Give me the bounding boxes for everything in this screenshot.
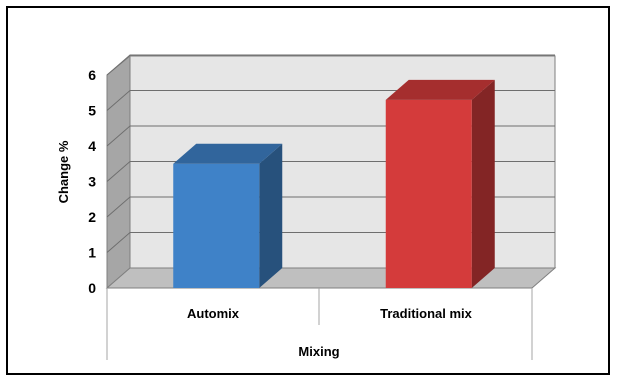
y-axis-label: Change % <box>56 140 71 203</box>
y-tick-label: 6 <box>88 67 96 83</box>
y-tick-label: 2 <box>88 209 96 225</box>
bar-top <box>173 143 283 164</box>
x-tick-label: Traditional mix <box>380 306 473 321</box>
y-tick-label: 5 <box>88 103 96 119</box>
bar-0 <box>173 143 283 288</box>
bar-1 <box>385 79 495 288</box>
bar-side <box>471 79 495 288</box>
bar-front <box>173 163 260 288</box>
bars <box>173 79 495 288</box>
y-axis-ticks: 0 1 2 3 4 5 6 <box>88 67 96 296</box>
y-tick-label: 0 <box>88 280 96 296</box>
bar-top <box>385 79 495 100</box>
bar-side <box>259 143 283 288</box>
y-tick-label: 1 <box>88 245 96 261</box>
grid-line <box>106 54 555 76</box>
y-tick-label: 4 <box>88 138 96 154</box>
x-axis-label: Mixing <box>298 344 339 359</box>
x-tick-label: Automix <box>187 306 240 321</box>
y-tick-label: 3 <box>88 174 96 190</box>
bar-front <box>385 99 472 288</box>
